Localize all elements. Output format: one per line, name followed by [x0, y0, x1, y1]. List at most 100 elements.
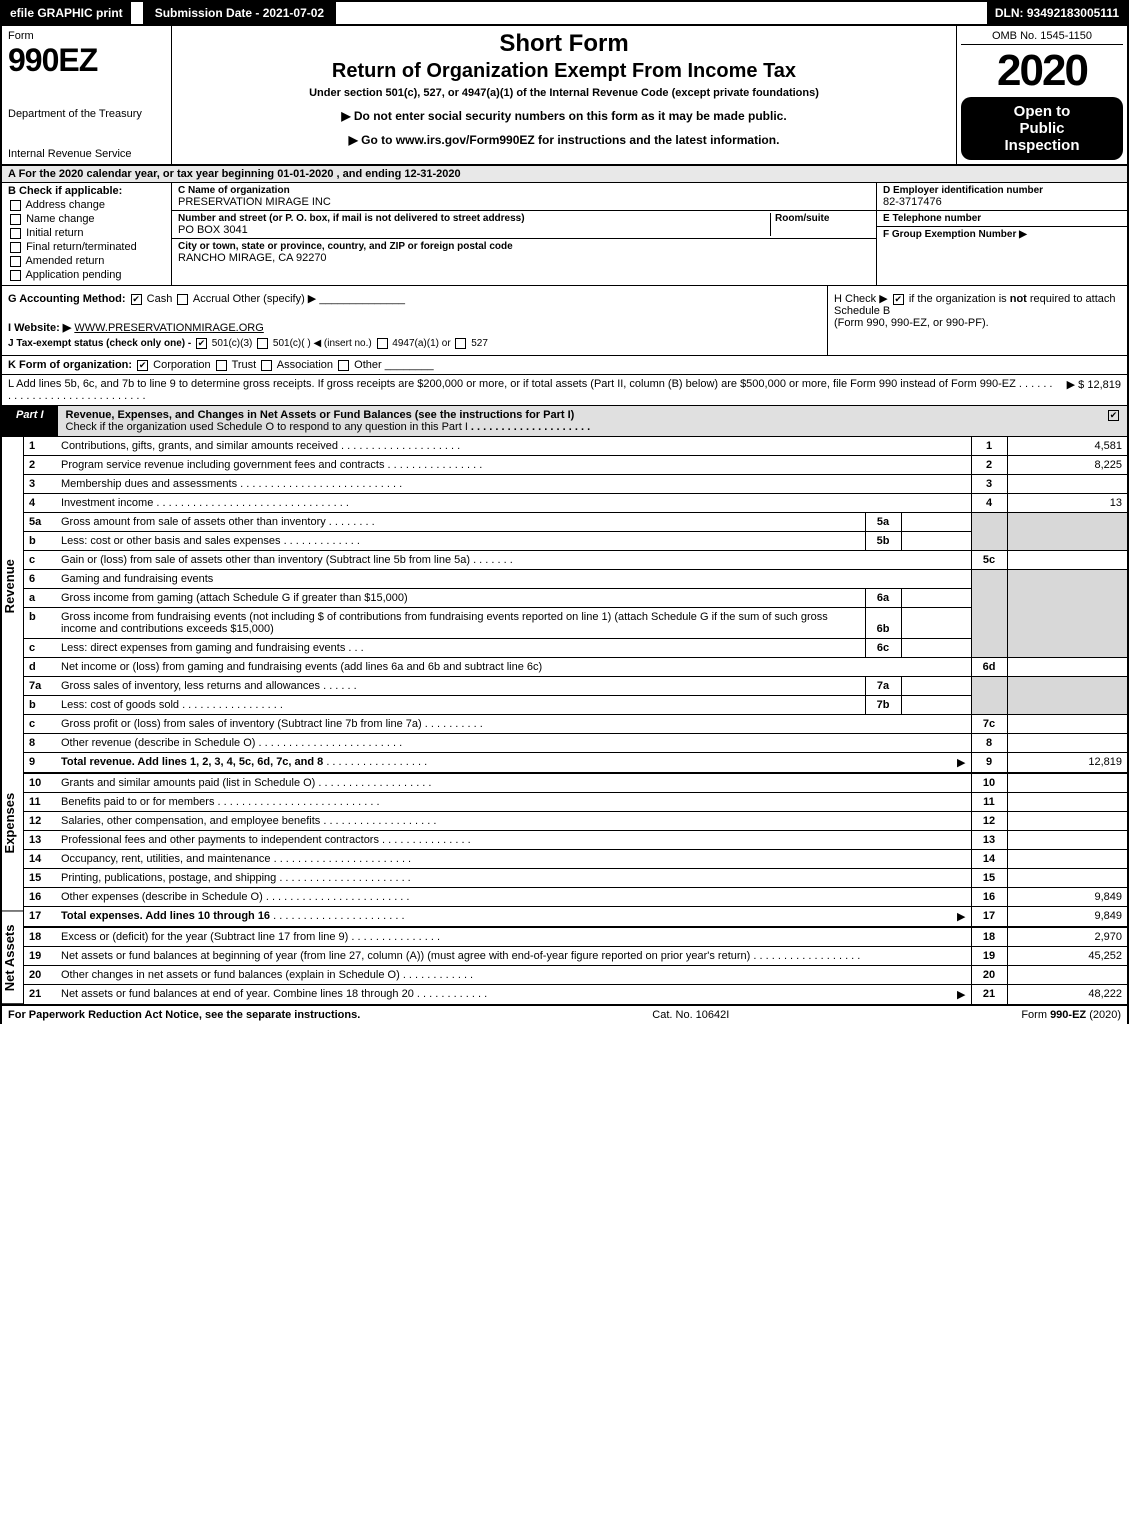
line-15: 15Printing, publications, postage, and s… — [24, 869, 1127, 888]
chk-h[interactable] — [893, 294, 904, 305]
chk-amended-return[interactable]: Amended return — [8, 255, 165, 267]
lbl-address-change: Address change — [25, 199, 105, 211]
lbl-4947: 4947(a)(1) or — [392, 338, 450, 349]
chk-527[interactable] — [455, 338, 466, 349]
lbl-501c: 501(c)( ) ◀ (insert no.) — [273, 338, 372, 349]
l3-desc: Membership dues and assessments — [61, 478, 237, 490]
line-4: 4Investment income . . . . . . . . . . .… — [24, 494, 1127, 513]
vlabel-expenses: Expenses — [2, 736, 23, 911]
form-word: Form — [8, 30, 165, 42]
goto-note: ▶ Go to www.irs.gov/Form990EZ for instru… — [180, 133, 948, 147]
line-11: 11Benefits paid to or for members . . . … — [24, 793, 1127, 812]
chk-cash[interactable] — [131, 294, 142, 305]
vertical-labels: Revenue Expenses Net Assets — [2, 437, 24, 1004]
lbl-cash: Cash — [147, 293, 173, 305]
open-line2: Public — [965, 120, 1119, 137]
l9-desc: Total revenue. Add lines 1, 2, 3, 4, 5c,… — [61, 756, 323, 768]
chk-name-change[interactable]: Name change — [8, 213, 165, 225]
l7a-desc: Gross sales of inventory, less returns a… — [61, 680, 320, 692]
entity-block: B Check if applicable: Address change Na… — [0, 183, 1129, 286]
chk-501c3[interactable] — [196, 338, 207, 349]
g-label: G Accounting Method: — [8, 293, 126, 305]
part1-tag: Part I — [2, 406, 58, 436]
lbl-final-return: Final return/terminated — [26, 241, 137, 253]
l1-desc: Contributions, gifts, grants, and simila… — [61, 440, 338, 452]
lbl-kother: Other — [354, 359, 382, 371]
j-label: J Tax-exempt status (check only one) - — [8, 338, 191, 349]
lbl-initial-return: Initial return — [26, 227, 83, 239]
ein-label: D Employer identification number — [883, 185, 1121, 196]
header-center: Short Form Return of Organization Exempt… — [172, 26, 957, 164]
chk-application-pending[interactable]: Application pending — [8, 269, 165, 281]
website-value[interactable]: WWW.PRESERVATIONMIRAGE.ORG — [74, 322, 263, 334]
lbl-name-change: Name change — [26, 213, 95, 225]
dept-treasury: Department of the Treasury — [8, 108, 165, 120]
chk-4947[interactable] — [377, 338, 388, 349]
l19-desc: Net assets or fund balances at beginning… — [61, 950, 750, 962]
line-10: 10Grants and similar amounts paid (list … — [24, 773, 1127, 793]
room-label: Room/suite — [775, 213, 870, 224]
org-addr-label: Number and street (or P. O. box, if mail… — [178, 213, 770, 224]
form-header: Form 990EZ Department of the Treasury In… — [0, 26, 1129, 166]
lbl-527: 527 — [471, 338, 488, 349]
chk-trust[interactable] — [216, 360, 227, 371]
l21-desc: Net assets or fund balances at end of ye… — [61, 988, 414, 1000]
goto-link[interactable]: ▶ Go to www.irs.gov/Form990EZ for instru… — [349, 133, 780, 147]
l4-desc: Investment income — [61, 497, 153, 509]
chk-address-change[interactable]: Address change — [8, 199, 165, 211]
l9-arrow: ▶ — [957, 756, 965, 769]
j-row: J Tax-exempt status (check only one) - 5… — [8, 338, 821, 349]
l-amount: ▶ $ 12,819 — [1057, 378, 1121, 402]
footer-center: Cat. No. 10642I — [360, 1009, 1021, 1021]
ghi-left: G Accounting Method: Cash Accrual Other … — [2, 286, 827, 355]
k-label: K Form of organization: — [8, 359, 132, 371]
chk-part1-scho[interactable] — [1108, 410, 1119, 421]
line-19: 19Net assets or fund balances at beginni… — [24, 947, 1127, 966]
lbl-other: Other (specify) ▶ — [233, 293, 317, 305]
part1-check-text: Check if the organization used Schedule … — [66, 421, 468, 433]
grp-label: F Group Exemption Number ▶ — [883, 229, 1121, 240]
h-text1: H Check ▶ — [834, 293, 888, 305]
footer-left: For Paperwork Reduction Act Notice, see … — [8, 1009, 360, 1021]
l6c-desc: Less: direct expenses from gaming and fu… — [61, 642, 345, 654]
line-5a: 5aGross amount from sale of assets other… — [24, 513, 1127, 532]
lbl-amended-return: Amended return — [25, 255, 104, 267]
vlabel-netassets: Net Assets — [2, 912, 23, 1004]
lbl-corp: Corporation — [153, 359, 210, 371]
l12-desc: Salaries, other compensation, and employ… — [61, 815, 320, 827]
lbl-501c3: 501(c)(3) — [212, 338, 253, 349]
l-text: L Add lines 5b, 6c, and 7b to line 9 to … — [8, 378, 1016, 390]
chk-accrual[interactable] — [177, 294, 188, 305]
line-7c: cGross profit or (loss) from sales of in… — [24, 715, 1127, 734]
row-k: K Form of organization: Corporation Trus… — [0, 356, 1129, 375]
ssn-note: ▶ Do not enter social security numbers o… — [180, 109, 948, 123]
org-addr-value: PO BOX 3041 — [178, 224, 770, 236]
efile-label[interactable]: efile GRAPHIC print — [2, 2, 131, 24]
chk-501c[interactable] — [257, 338, 268, 349]
lines-table-wrap: 1Contributions, gifts, grants, and simil… — [24, 437, 1127, 1004]
line-2: 2Program service revenue including gover… — [24, 456, 1127, 475]
org-city-cell: City or town, state or province, country… — [172, 239, 876, 266]
open-line3: Inspection — [965, 137, 1119, 154]
part1-title-text: Revenue, Expenses, and Changes in Net As… — [66, 409, 575, 421]
chk-initial-return[interactable]: Initial return — [8, 227, 165, 239]
irs-label: Internal Revenue Service — [8, 148, 165, 160]
l13-desc: Professional fees and other payments to … — [61, 834, 379, 846]
header-right: OMB No. 1545-1150 2020 Open to Public In… — [957, 26, 1127, 164]
short-form-title: Short Form — [180, 30, 948, 58]
chk-corp[interactable] — [137, 360, 148, 371]
chk-kother[interactable] — [338, 360, 349, 371]
website-row: I Website: ▶ WWW.PRESERVATIONMIRAGE.ORG — [8, 321, 821, 334]
top-bar: efile GRAPHIC print Submission Date - 20… — [0, 0, 1129, 26]
vlabel-revenue: Revenue — [2, 437, 23, 736]
chk-final-return[interactable]: Final return/terminated — [8, 241, 165, 253]
line-20: 20Other changes in net assets or fund ba… — [24, 966, 1127, 985]
chk-assoc[interactable] — [261, 360, 272, 371]
submission-date: Submission Date - 2021-07-02 — [139, 2, 336, 24]
l5a-desc: Gross amount from sale of assets other t… — [61, 516, 326, 528]
line-5b: bLess: cost or other basis and sales exp… — [24, 532, 1127, 551]
l5b-desc: Less: cost or other basis and sales expe… — [61, 535, 281, 547]
org-city-value: RANCHO MIRAGE, CA 92270 — [178, 252, 870, 264]
period-row: A For the 2020 calendar year, or tax yea… — [0, 166, 1129, 183]
l18-desc: Excess or (deficit) for the year (Subtra… — [61, 931, 348, 943]
